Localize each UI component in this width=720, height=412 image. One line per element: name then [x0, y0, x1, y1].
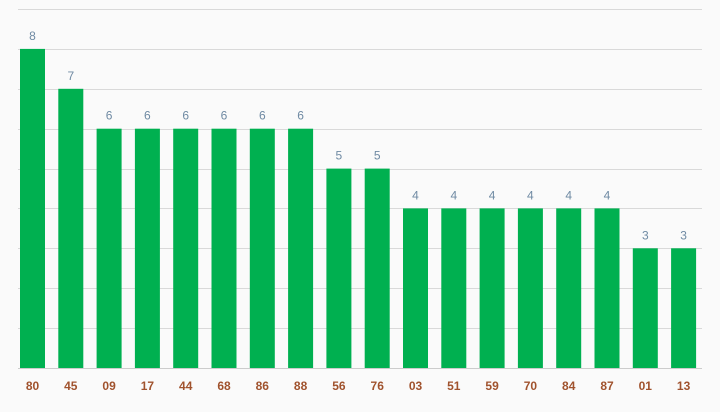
- value-label-17: 6: [144, 109, 151, 123]
- bar-13: [671, 248, 697, 368]
- value-label-80: 8: [29, 29, 36, 43]
- value-label-45: 7: [67, 69, 74, 83]
- bar-44: [173, 128, 199, 368]
- value-label-68: 6: [221, 109, 228, 123]
- bar-01: [632, 248, 658, 368]
- x-tick-label-86: 86: [256, 379, 270, 393]
- value-label-87: 4: [604, 188, 611, 202]
- bar-51: [441, 208, 467, 368]
- bar-80: [20, 48, 45, 369]
- x-tick-label-87: 87: [600, 379, 614, 393]
- bar-45: [58, 88, 84, 369]
- value-label-13: 3: [680, 228, 687, 242]
- value-label-44: 6: [182, 109, 189, 123]
- x-tick-label-09: 09: [102, 379, 116, 393]
- bar-59: [479, 208, 505, 368]
- bar-70: [517, 208, 543, 368]
- x-tick-label-70: 70: [524, 379, 538, 393]
- value-label-56: 5: [336, 149, 343, 163]
- x-tick-label-80: 80: [26, 379, 40, 393]
- x-tick-label-13: 13: [677, 379, 691, 393]
- x-tick-label-56: 56: [332, 379, 346, 393]
- x-tick-label-01: 01: [639, 379, 653, 393]
- bar-88: [288, 128, 314, 368]
- x-tick-label-84: 84: [562, 379, 576, 393]
- x-tick-label-68: 68: [217, 379, 231, 393]
- value-label-88: 6: [297, 109, 304, 123]
- value-label-84: 4: [565, 188, 572, 202]
- x-tick-label-17: 17: [141, 379, 155, 393]
- value-label-59: 4: [489, 188, 496, 202]
- value-labels: 8 7 6 6 6 6 6 6 5 5 4 4 4 4 4 4 3 3: [29, 29, 687, 242]
- x-tick-label-59: 59: [485, 379, 499, 393]
- bar-84: [556, 208, 582, 368]
- bar-86: [249, 128, 275, 368]
- x-tick-label-44: 44: [179, 379, 193, 393]
- value-label-86: 6: [259, 109, 266, 123]
- bar-09: [96, 128, 122, 368]
- value-label-03: 4: [412, 188, 419, 202]
- bar-56: [326, 168, 352, 368]
- value-label-09: 6: [106, 109, 113, 123]
- bar-68: [211, 128, 237, 368]
- value-label-01: 3: [642, 228, 649, 242]
- x-tick-label-03: 03: [409, 379, 423, 393]
- grid-lines: [18, 9, 702, 329]
- bar-76: [364, 168, 390, 368]
- bar-17: [134, 128, 160, 368]
- value-label-76: 5: [374, 149, 381, 163]
- x-tick-label-51: 51: [447, 379, 461, 393]
- bar-03: [403, 208, 428, 368]
- x-tick-label-88: 88: [294, 379, 308, 393]
- bars: [20, 48, 697, 369]
- bar-87: [594, 208, 620, 368]
- value-label-51: 4: [450, 188, 457, 202]
- x-tick-label-45: 45: [64, 379, 78, 393]
- x-tick-labels: 80 45 09 17 44 68 86 88 56 76 03 51 59 70 84 87 01 13: [26, 379, 691, 393]
- value-label-70: 4: [527, 188, 534, 202]
- x-tick-label-76: 76: [371, 379, 385, 393]
